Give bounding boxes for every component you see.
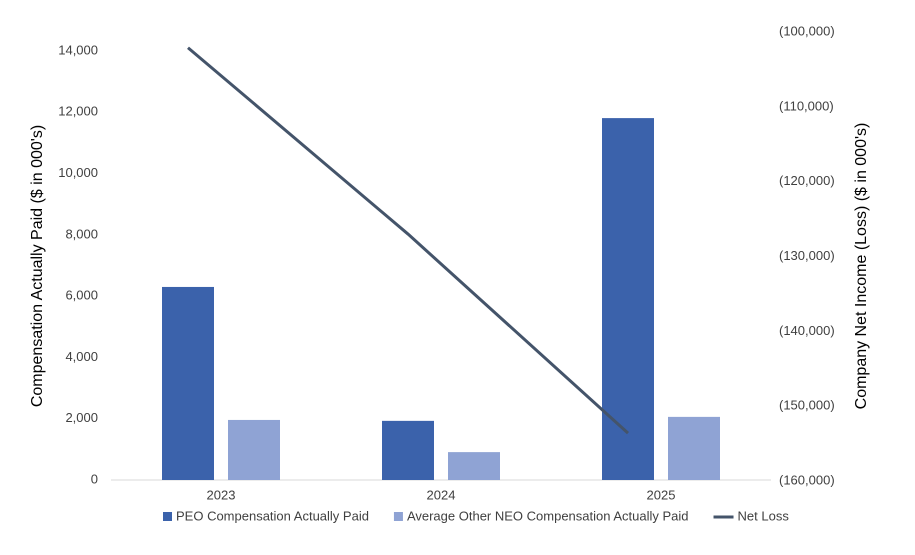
bar (668, 416, 720, 480)
y-tick-label: 12,000 (58, 104, 98, 119)
y2-axis-title: Company Net Income (Loss) ($ in 000's) (853, 123, 870, 410)
bar (228, 419, 280, 480)
x-tick-label: 2023 (207, 487, 236, 502)
y-tick-label: 14,000 (58, 42, 98, 57)
legend-label: Net Loss (738, 508, 790, 523)
y2-tick-label: (120,000) (779, 173, 835, 188)
y-tick-label: 8,000 (65, 226, 98, 241)
y2-tick-label: (160,000) (779, 472, 835, 487)
bar (162, 286, 214, 480)
legend-label: Average Other NEO Compensation Actually … (407, 508, 689, 523)
y-axis-title: Compensation Actually Paid ($ in 000's) (29, 125, 46, 407)
y-tick-label: 0 (91, 471, 98, 486)
y2-tick-label: (110,000) (779, 98, 834, 113)
bar (602, 118, 654, 481)
y2-tick-label: (150,000) (779, 398, 835, 413)
bar (448, 452, 500, 480)
x-tick-label: 2024 (427, 487, 456, 502)
legend-label: PEO Compensation Actually Paid (176, 508, 369, 523)
y-tick-label: 4,000 (65, 349, 98, 364)
y-tick-label: 2,000 (65, 410, 98, 425)
legend-marker (393, 512, 403, 521)
x-tick-label: 2025 (647, 487, 676, 502)
legend-marker (163, 512, 172, 521)
y2-tick-label: (130,000) (779, 248, 835, 263)
y-tick-label: 10,000 (58, 165, 98, 180)
y2-tick-label: (100,000) (779, 23, 835, 38)
bar (382, 420, 434, 480)
y2-tick-label: (140,000) (779, 323, 835, 338)
line (187, 46, 630, 435)
y-tick-label: 6,000 (65, 288, 98, 303)
